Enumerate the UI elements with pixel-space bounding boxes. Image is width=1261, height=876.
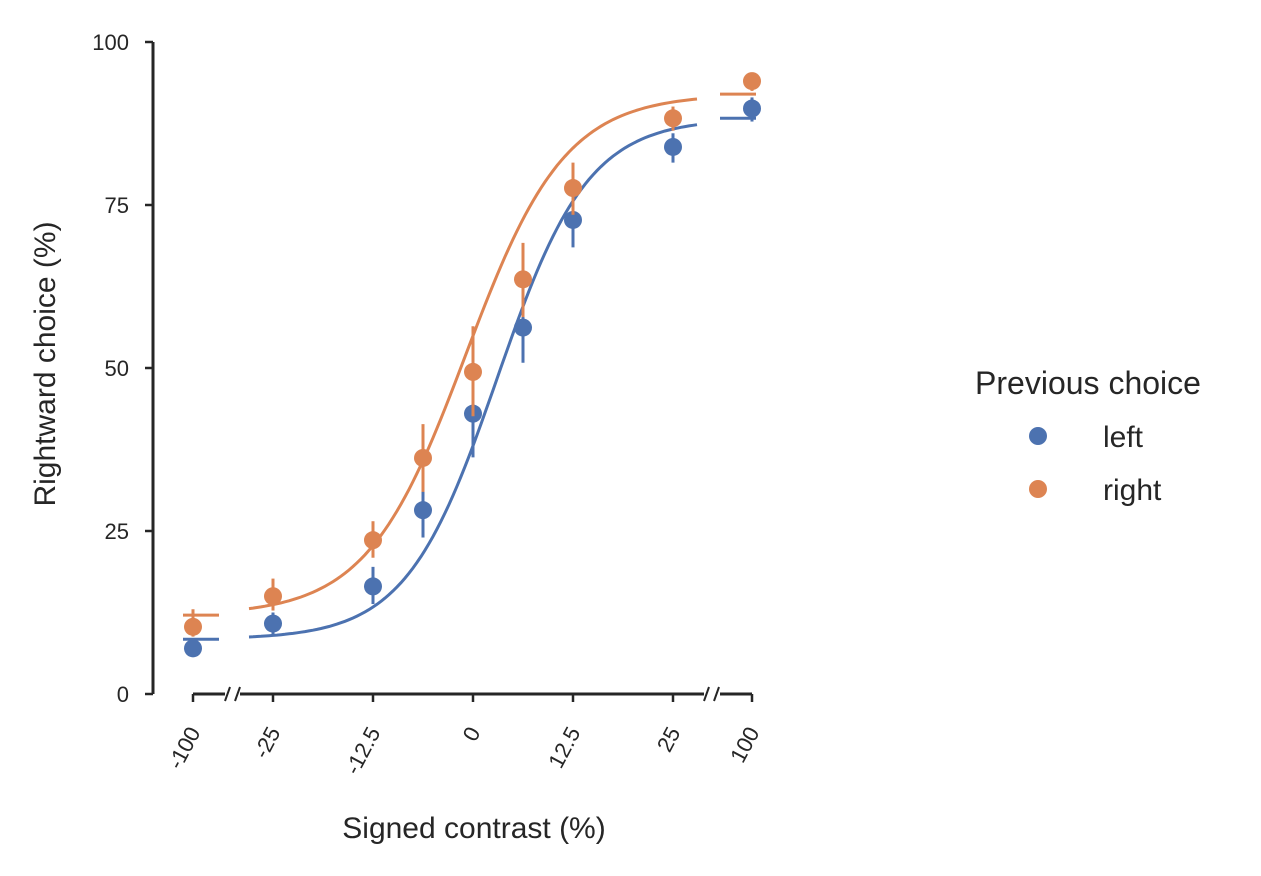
legend: Previous choice left right <box>975 365 1201 507</box>
y-tick-label-3: 75 <box>105 193 129 218</box>
axis-break-left <box>224 686 241 702</box>
y-tick-label-0: 0 <box>117 682 129 707</box>
point-right-1 <box>264 587 282 606</box>
point-left-7 <box>664 137 682 156</box>
point-right-8 <box>743 72 761 91</box>
point-left-0 <box>184 639 202 658</box>
point-right-0 <box>184 617 202 636</box>
legend-title: Previous choice <box>975 365 1201 401</box>
x-axis-label: Signed contrast (%) <box>342 812 605 845</box>
series-right <box>183 72 761 637</box>
x-tick-label-6: 100 <box>725 723 764 767</box>
point-right-2 <box>364 531 382 550</box>
x-tick-label-3: 0 <box>458 723 486 746</box>
point-left-1 <box>264 614 282 633</box>
point-right-7 <box>664 109 682 128</box>
x-tick-label-1: -25 <box>248 723 285 763</box>
point-left-5 <box>514 318 532 337</box>
point-left-3 <box>414 501 432 520</box>
point-right-5 <box>514 270 532 289</box>
legend-label-right: right <box>1103 474 1162 507</box>
y-tick-label-1: 25 <box>105 519 129 544</box>
y-tick-label-4: 100 <box>92 30 129 55</box>
point-right-6 <box>564 179 582 198</box>
legend-marker-left <box>1029 427 1047 445</box>
y-axis-label: Rightward choice (%) <box>29 221 62 506</box>
x-tick-label-4: 12.5 <box>543 723 585 773</box>
x-tick-label-2: -12.5 <box>340 723 386 779</box>
point-right-3 <box>414 448 432 467</box>
x-tick-label-0: -100 <box>163 723 206 774</box>
point-left-8 <box>743 99 761 118</box>
y-tick-label-2: 50 <box>105 356 129 381</box>
point-left-2 <box>364 577 382 596</box>
point-left-6 <box>564 210 582 229</box>
series-layer <box>183 72 761 658</box>
point-right-4 <box>464 362 482 381</box>
legend-label-left: left <box>1103 421 1144 454</box>
axis-break-right <box>703 686 720 702</box>
axis-layer: 0 25 50 75 100 -100 -25 -12.5 0 12.5 25 100 <box>92 30 764 779</box>
legend-marker-right <box>1029 480 1047 498</box>
series-left <box>183 97 761 658</box>
x-tick-label-5: 25 <box>652 723 686 756</box>
